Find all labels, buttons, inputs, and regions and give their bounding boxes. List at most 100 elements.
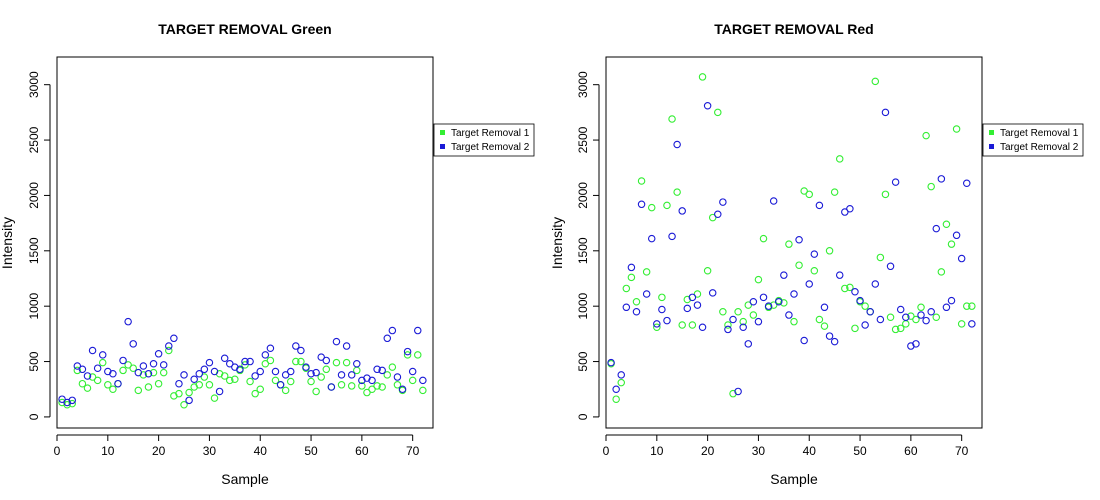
- data-point: [734, 307, 742, 316]
- data-point: [861, 321, 869, 329]
- data-point: [891, 178, 900, 186]
- data-point: [175, 379, 183, 388]
- data-point: [378, 383, 386, 391]
- data-point: [698, 323, 707, 331]
- data-point: [917, 311, 925, 319]
- data-point: [205, 381, 214, 389]
- x-tick-label: 40: [254, 444, 268, 458]
- data-point: [403, 351, 412, 359]
- data-point: [73, 366, 82, 375]
- data-point: [342, 342, 351, 350]
- data-point: [805, 190, 813, 199]
- data-point: [876, 253, 885, 262]
- data-point: [251, 389, 259, 398]
- data-point: [383, 371, 392, 379]
- data-point: [388, 326, 397, 335]
- data-point: [393, 381, 402, 389]
- x-tick-label: 0: [603, 444, 610, 458]
- data-point: [297, 357, 305, 366]
- data-point: [820, 322, 829, 330]
- x-tick-label: 60: [904, 444, 918, 458]
- data-point: [185, 396, 193, 405]
- data-point: [180, 371, 188, 379]
- data-point: [358, 382, 366, 390]
- data-point: [612, 385, 620, 393]
- data-point: [215, 387, 224, 396]
- data-point: [363, 388, 371, 397]
- data-point: [917, 303, 925, 312]
- data-point: [292, 357, 300, 366]
- data-point: [617, 378, 625, 387]
- data-point: [957, 320, 966, 328]
- data-point: [200, 373, 209, 381]
- data-point: [688, 321, 697, 329]
- data-point: [383, 334, 392, 343]
- y-tick-label: 2000: [576, 182, 590, 209]
- data-point: [668, 232, 676, 241]
- data-point: [378, 366, 386, 375]
- data-point: [154, 350, 163, 358]
- data-point: [693, 301, 702, 309]
- data-point: [714, 108, 722, 117]
- x-tick-label: 60: [355, 444, 369, 458]
- data-point: [297, 346, 305, 355]
- x-axis-label: Sample: [221, 471, 269, 487]
- data-point: [754, 275, 763, 284]
- data-point: [647, 203, 656, 212]
- data-point: [698, 73, 707, 81]
- data-point: [790, 290, 798, 298]
- data-point: [790, 317, 798, 326]
- data-point: [708, 213, 717, 222]
- chart-title: TARGET REMOVAL Red: [714, 21, 873, 37]
- data-point: [907, 312, 915, 320]
- data-point: [78, 365, 87, 374]
- data-point: [220, 354, 229, 362]
- data-point: [902, 313, 910, 322]
- data-point: [937, 175, 946, 183]
- data-point: [68, 396, 76, 405]
- data-point: [942, 303, 951, 312]
- data-point: [109, 385, 117, 393]
- data-point: [144, 369, 153, 378]
- data-point: [332, 337, 341, 346]
- data-point: [205, 358, 214, 367]
- data-point: [647, 234, 656, 243]
- data-point: [678, 321, 686, 329]
- data-point: [815, 315, 824, 324]
- data-point: [637, 177, 646, 185]
- data-point: [795, 261, 803, 269]
- y-tick-label: 1000: [576, 293, 590, 320]
- data-point: [317, 353, 325, 361]
- data-point: [78, 379, 87, 388]
- x-tick-label: 20: [152, 444, 166, 458]
- data-point: [754, 317, 763, 326]
- data-point: [88, 346, 97, 355]
- legend-swatch-target-removal-1: [440, 130, 445, 135]
- data-point: [419, 386, 427, 395]
- data-point: [947, 240, 956, 248]
- data-point: [185, 388, 193, 397]
- data-point: [317, 373, 325, 381]
- data-point: [414, 326, 422, 335]
- data-point: [835, 155, 844, 163]
- legend-label-target-removal-1: Target Removal 1: [451, 128, 530, 139]
- data-point: [114, 379, 122, 388]
- y-tick-label: 0: [576, 413, 590, 420]
- data-point: [93, 376, 102, 385]
- x-tick-label: 50: [853, 444, 867, 458]
- data-point: [353, 360, 361, 368]
- data-point: [134, 386, 143, 395]
- chart-title: TARGET REMOVAL Green: [158, 21, 331, 37]
- data-point: [124, 317, 132, 326]
- data-point: [276, 381, 285, 389]
- data-point: [714, 210, 722, 219]
- data-point: [261, 351, 270, 359]
- data-point: [134, 368, 143, 377]
- data-point: [256, 385, 264, 393]
- data-point: [627, 263, 636, 272]
- data-point: [942, 220, 951, 228]
- data-point: [119, 366, 127, 375]
- y-tick-label: 500: [576, 351, 590, 371]
